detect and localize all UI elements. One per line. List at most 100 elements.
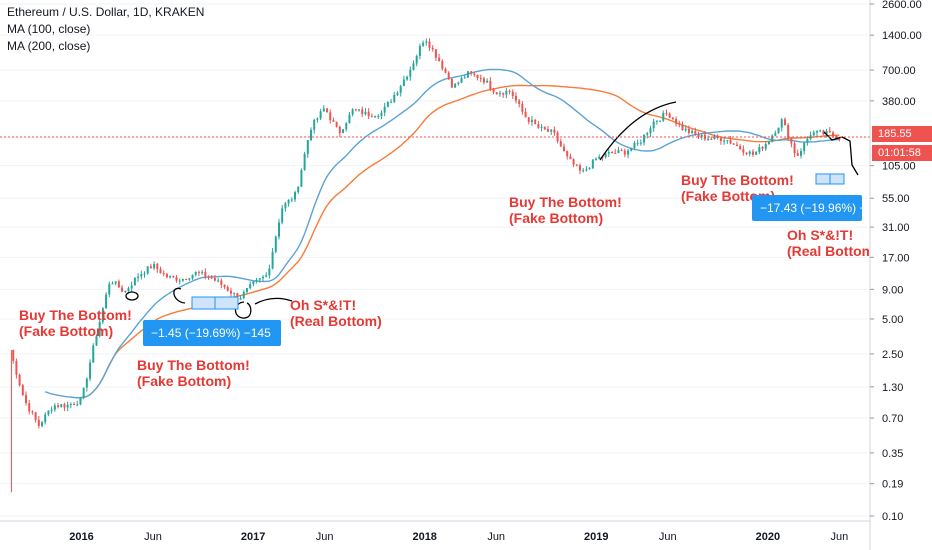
candle-body (313, 119, 316, 130)
candle-body (822, 130, 825, 134)
candle-body (130, 285, 133, 289)
candle-body (687, 128, 690, 134)
candle-body (505, 90, 508, 95)
candle-body (732, 143, 735, 145)
candle-body (114, 281, 117, 284)
candle-body (322, 108, 325, 112)
price-tick-label: 31.00 (882, 222, 910, 234)
legend-ma200: MA (200, close) (7, 39, 91, 53)
time-tick-label: Jun (487, 531, 505, 543)
candle-body (761, 147, 764, 149)
candle-body (438, 57, 441, 62)
candle-body (63, 404, 66, 408)
candle-body (595, 158, 598, 160)
candle-body (671, 117, 674, 119)
chart-legend: Ethereum / U.S. Dollar, 1D, KRAKEN MA (1… (7, 4, 204, 55)
candle-body (303, 153, 306, 170)
candle-body (242, 291, 245, 299)
candle-body (358, 109, 361, 111)
price-tick-label: 380.00 (882, 96, 916, 108)
candle-body (76, 404, 79, 406)
candle-body (149, 266, 152, 269)
candle-body (422, 42, 425, 46)
candle-body (185, 278, 188, 280)
annotation-line: Buy The Bottom! (509, 194, 622, 210)
candle-body (213, 278, 216, 281)
candle-body (713, 136, 716, 139)
candle-body (194, 271, 197, 275)
candle-body (310, 129, 313, 141)
candle-body (95, 336, 98, 346)
candle-body (85, 378, 88, 388)
candle-body (828, 130, 831, 133)
user-drawings (125, 101, 859, 319)
candle-body (659, 120, 662, 122)
annotation-line: (Fake Bottom) (19, 323, 114, 339)
candle-body (178, 280, 181, 282)
candle-body (447, 72, 450, 79)
candle-body (409, 69, 412, 77)
annotation-line: Buy The Bottom! (137, 357, 250, 373)
measure-box-1[interactable]: −1.45 (−19.69%) −145 (143, 320, 281, 346)
candle-body (521, 103, 524, 112)
candle-body (396, 92, 399, 95)
candle-body (457, 82, 460, 84)
price-tick-label: 2.50 (882, 349, 903, 361)
candle-body (140, 274, 143, 277)
candle-body (700, 134, 703, 137)
candle-body (111, 283, 114, 285)
candle-body (729, 140, 732, 144)
candle-body (386, 102, 389, 107)
candle-body (25, 395, 28, 404)
candle-body (44, 414, 47, 423)
candle-body (290, 199, 293, 201)
price-tick-label: 105.00 (882, 161, 916, 173)
candle-body (351, 109, 354, 115)
candle-body (514, 95, 517, 101)
arrow-stroke (254, 297, 293, 305)
candle-body (607, 152, 610, 154)
candle-body (342, 129, 345, 134)
candle-body (47, 410, 50, 415)
candle-body (809, 135, 812, 139)
candle-body (146, 266, 149, 274)
candle-body (815, 130, 818, 133)
candle-body (530, 119, 533, 122)
candle-body (348, 114, 351, 124)
candle-body (217, 280, 220, 282)
candle-body (364, 111, 367, 115)
candle-body (450, 78, 453, 88)
candle-body (137, 276, 140, 278)
candle-body (748, 151, 751, 154)
candle-body (639, 142, 642, 144)
candle-body (204, 271, 207, 277)
candle-body (470, 71, 473, 74)
candle-body (374, 116, 377, 118)
candle-body (326, 108, 329, 113)
candle-body (691, 131, 694, 134)
candle-body (460, 77, 463, 83)
candle-body (482, 78, 485, 83)
candle-body (265, 275, 268, 277)
candle-body (633, 142, 636, 149)
time-tick-label: Jun (316, 531, 334, 543)
measure-box-2[interactable]: −17.43 (−19.96%) −17 (752, 195, 862, 221)
candle-body (383, 106, 386, 113)
ma200-path (77, 84, 840, 399)
candle-body (710, 138, 713, 140)
candle-body (684, 128, 687, 131)
candle-body (159, 269, 162, 274)
legend-ma100: MA (100, close) (7, 22, 91, 36)
last-price-tag: 185.55 (872, 126, 932, 142)
candle-body (755, 152, 758, 155)
price-tick-label: 2600.00 (882, 0, 922, 11)
candle-body (527, 117, 530, 122)
candle-body (41, 422, 44, 426)
time-tick-label: 2017 (241, 531, 265, 543)
time-axis[interactable]: 2016 Jun 2017 Jun 2018 Jun 2019 Jun 2020 Jun (69, 531, 848, 543)
candle-body (553, 129, 556, 133)
price-axis[interactable]: 2600.00 1400.00 700.00 380.00 105.00 55.00 31.… (870, 0, 922, 523)
candle-body (329, 112, 332, 121)
candle-body (249, 284, 252, 289)
